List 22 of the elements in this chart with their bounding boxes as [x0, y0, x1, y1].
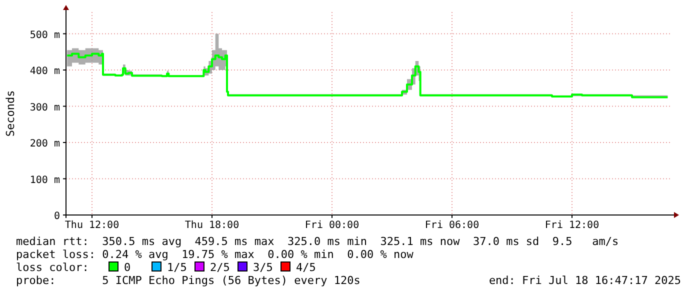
x-tick-label: Fri 12:00 — [544, 220, 600, 231]
x-tick-label: Thu 18:00 — [184, 220, 240, 231]
legend-label: 3/5 — [253, 261, 273, 274]
text: median rtt: 350.5 ms avg 459.5 ms max 325.0 ms min 325.1 ms now 37.0 ms sd 9.5 am/s — [16, 235, 619, 248]
y-tick-label: 400 m — [30, 66, 60, 77]
y-tick-label: 0 — [54, 211, 60, 222]
y-tick-label: 200 m — [30, 138, 60, 150]
legend-label: 0 — [124, 261, 131, 274]
legend-label: 1/5 — [167, 261, 187, 274]
text: end: Fri Jul 18 16:47:17 2025 — [488, 274, 681, 287]
x-tick-label: Fri 00:00 — [304, 220, 360, 231]
text: probe: 5 ICMP Echo Pings (56 Bytes) every 120s — [16, 274, 360, 287]
y-axis-title: Seconds — [4, 90, 17, 137]
text: packet loss: 0.24 % avg 19.75 % max 0.00 % min 0.00 % now — [16, 248, 414, 261]
legend-label: 2/5 — [210, 261, 230, 274]
x-tick-label: Thu 12:00 — [64, 220, 120, 231]
x-tick-label: Fri 06:00 — [424, 220, 480, 231]
y-tick-label: 500 m — [30, 30, 60, 41]
legend-label: 4/5 — [296, 261, 316, 274]
y-tick-label: 100 m — [30, 174, 60, 186]
legend-title: loss color: — [16, 261, 89, 274]
y-tick-label: 300 m — [30, 102, 60, 114]
